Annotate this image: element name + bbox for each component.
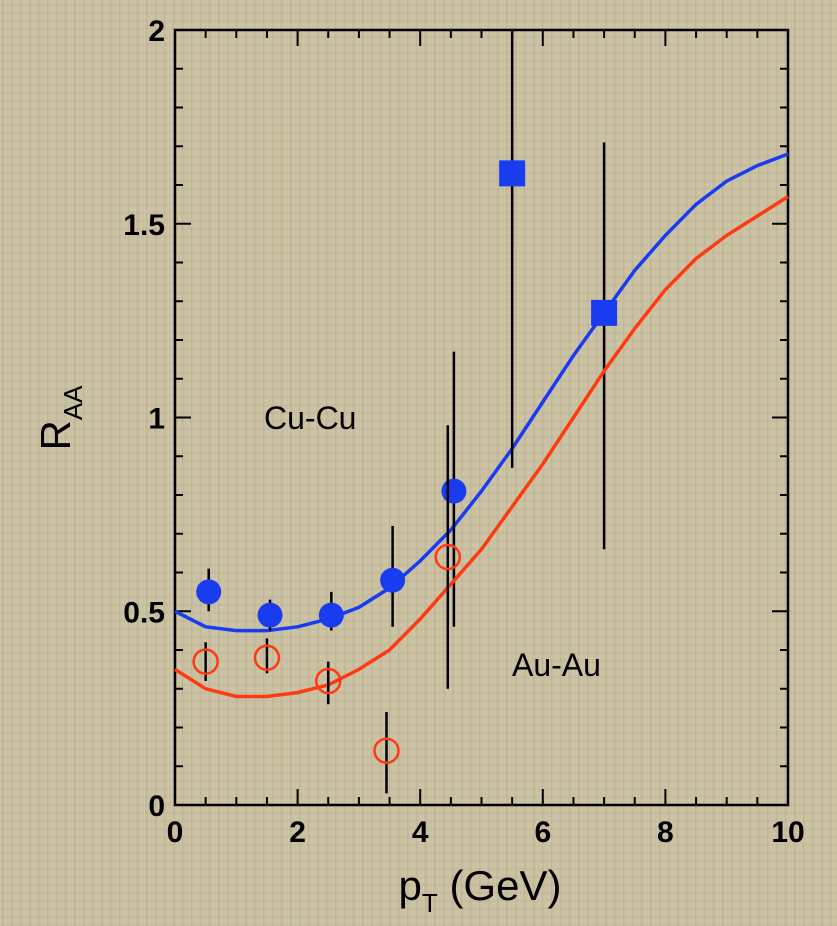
data-point-open bbox=[434, 543, 462, 571]
data-point-open bbox=[373, 737, 400, 764]
data-point bbox=[257, 602, 283, 628]
au-au-label: Au-Au bbox=[512, 647, 601, 683]
x-axis-title-rest: (GeV) bbox=[438, 862, 562, 909]
data-point bbox=[380, 567, 406, 593]
x-tick-label: 4 bbox=[412, 816, 429, 849]
x-tick-label: 2 bbox=[289, 816, 306, 849]
y-axis-title-sub: AA bbox=[58, 385, 88, 420]
x-tick-label: 6 bbox=[534, 816, 551, 849]
y-tick-label: 1.5 bbox=[123, 209, 165, 242]
y-tick-label: 0.5 bbox=[123, 596, 165, 629]
y-tick-label: 0 bbox=[148, 790, 165, 823]
data-point-square bbox=[499, 160, 526, 187]
data-point bbox=[318, 602, 344, 628]
plot-area: 0 2 4 6 8 10 0 0.5 1 1.5 2 bbox=[123, 15, 804, 849]
data-point-square bbox=[591, 299, 618, 326]
y-tick-label: 2 bbox=[148, 15, 165, 48]
x-tick-label: 0 bbox=[167, 816, 184, 849]
data-point-open bbox=[192, 648, 219, 675]
data-point-open bbox=[253, 644, 281, 671]
cu-cu-label: Cu-Cu bbox=[264, 400, 356, 436]
y-tick-label: 1 bbox=[148, 403, 165, 436]
series-curve bbox=[174, 152, 789, 633]
y-axis-title: RAA bbox=[32, 385, 88, 451]
data-point bbox=[441, 478, 467, 504]
x-axis-title-sub: T bbox=[422, 888, 438, 918]
data-point bbox=[196, 579, 222, 605]
x-tick-label: 10 bbox=[771, 816, 804, 849]
x-axis-title: pT (GeV) bbox=[399, 862, 562, 918]
x-axis-title-main: p bbox=[399, 862, 422, 909]
y-axis-title-main: R bbox=[32, 420, 79, 450]
data-point-open bbox=[315, 667, 342, 695]
series-curve bbox=[174, 195, 789, 699]
x-tick-label: 8 bbox=[657, 816, 674, 849]
